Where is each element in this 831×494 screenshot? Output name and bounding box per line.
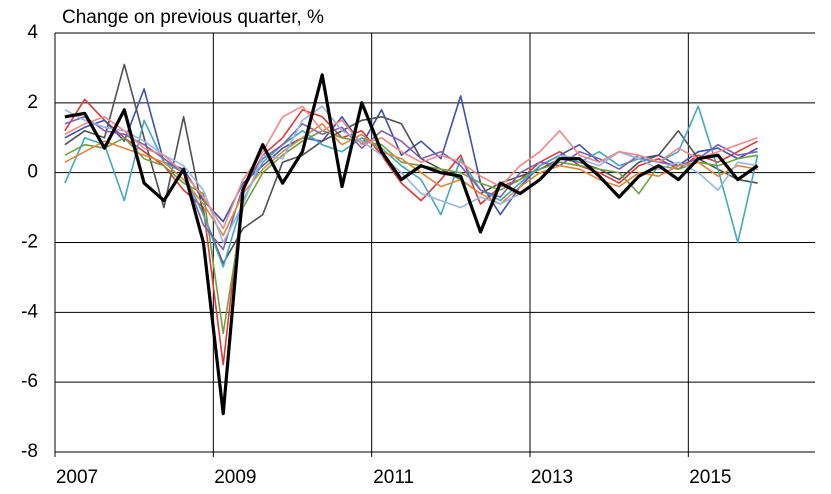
y-tick-label: 0: [27, 162, 38, 183]
series-line: [64, 73, 759, 416]
series-line: [64, 88, 758, 223]
y-tick-label: -2: [21, 232, 38, 253]
x-tick-label: 2013: [531, 467, 573, 488]
y-tick-label: -4: [21, 301, 38, 322]
series-line: [64, 98, 758, 366]
x-tick-label: 2015: [689, 467, 731, 488]
y-tick-label: 2: [27, 92, 38, 113]
chart-title: Change on previous quarter, %: [62, 7, 324, 28]
x-tick-label: 2007: [56, 467, 98, 488]
x-tick-label: 2009: [214, 467, 256, 488]
series-line: [64, 105, 758, 244]
x-tick-label: 2011: [373, 467, 414, 488]
series-line: [64, 130, 758, 335]
y-tick-label: -6: [21, 371, 38, 392]
y-tick-label: 4: [27, 22, 38, 43]
y-tick-label: -8: [21, 441, 38, 462]
series-line: [64, 105, 758, 230]
